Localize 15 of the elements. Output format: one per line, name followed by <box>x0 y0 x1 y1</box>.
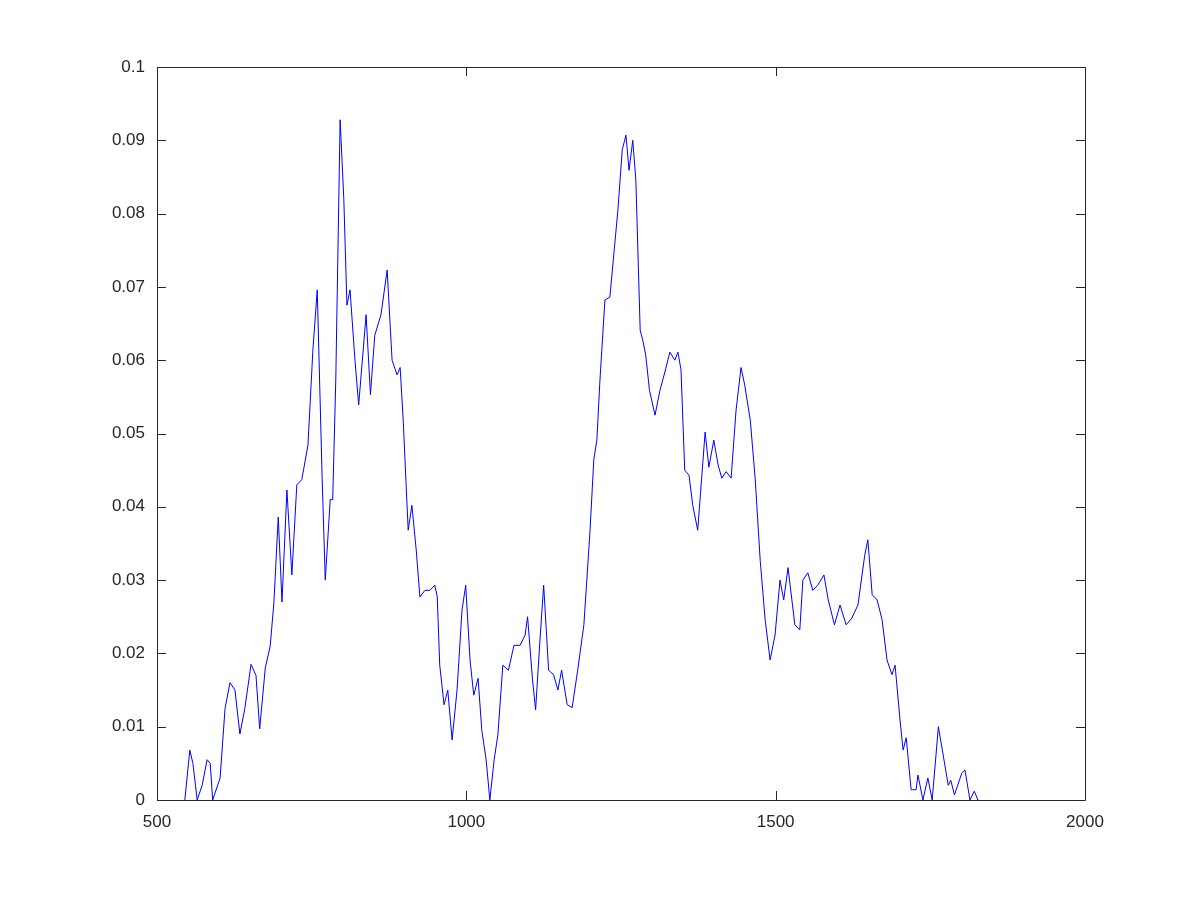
y-tick-label: 0 <box>135 789 145 809</box>
y-tick-label: 0.02 <box>111 643 145 663</box>
y-tick-label: 0.09 <box>111 129 145 149</box>
y-tick-label: 0.04 <box>111 496 145 516</box>
y-tick-label: 0.05 <box>111 423 145 443</box>
y-tick-label: 0.08 <box>111 203 145 223</box>
x-tick-label: 1500 <box>756 811 795 831</box>
y-tick-label: 0.06 <box>111 349 145 369</box>
y-tick-label: 0.07 <box>111 276 145 296</box>
y-tick-label: 0.1 <box>121 56 145 76</box>
x-tick-label: 500 <box>142 811 172 831</box>
y-tick-label: 0.01 <box>111 716 145 736</box>
x-tick-label: 2000 <box>1066 811 1104 831</box>
x-tick-label: 1000 <box>447 811 486 831</box>
y-tick-label: 0.03 <box>111 569 145 589</box>
